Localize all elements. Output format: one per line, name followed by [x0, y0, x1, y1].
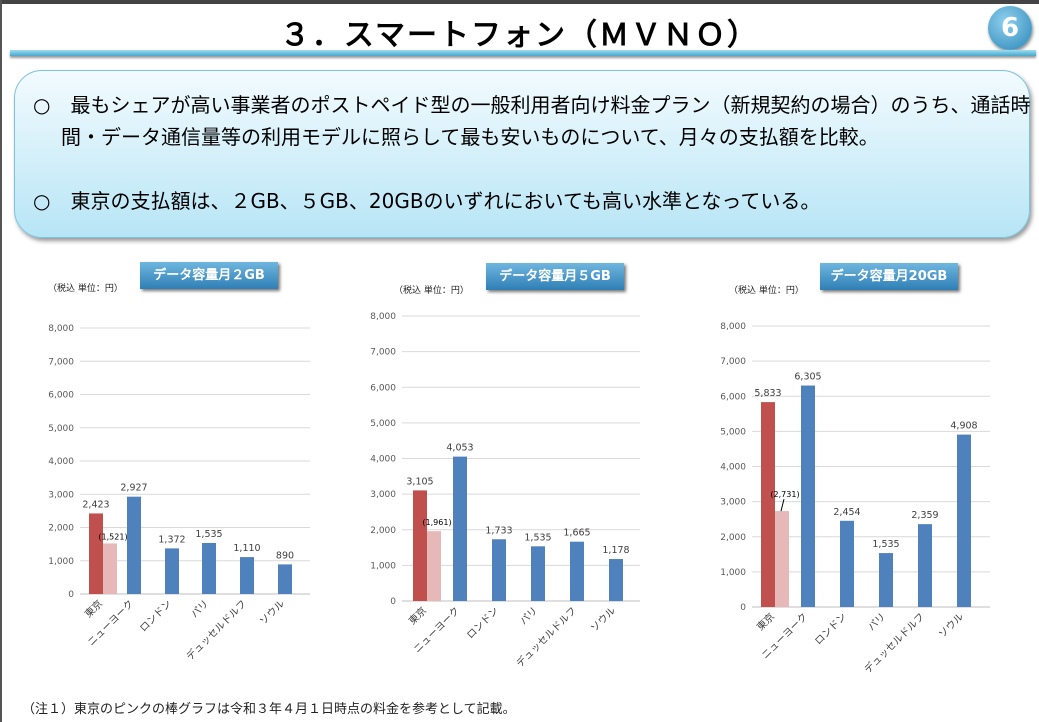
chart-1-ytick-label: 0 — [68, 590, 74, 600]
chart-1-category-label: ソウル — [257, 598, 287, 628]
chart-1-bar-4 — [240, 557, 254, 594]
chart-3-value-label: 2,454 — [833, 507, 860, 518]
chart-2-bar-2 — [492, 539, 506, 601]
chart-1-ytick-label: 8,000 — [48, 324, 74, 334]
chart-1-bar-3 — [202, 542, 216, 594]
chart-3-ytick-label: 2,000 — [720, 533, 746, 543]
chart-2-ytick-label: 4,000 — [370, 455, 396, 465]
chart-3-bar-4 — [918, 524, 932, 607]
chart-3-category-label: ロンドン — [813, 611, 849, 647]
summary-box: ○ 最もシェアが高い事業者のポストペイド型の一般利用者向け料金プラン（新規契約の… — [14, 70, 1030, 238]
chart-1-category-label: デュッセルドルフ — [183, 597, 249, 663]
chart-1-ytick-label: 4,000 — [48, 457, 74, 467]
page-title: ３．スマートフォン（ＭＶＮＯ） — [279, 18, 760, 53]
chart-1-value-label: 2,927 — [120, 483, 147, 494]
chart-2-ytick-label: 7,000 — [370, 348, 396, 358]
chart-1-tokyo-reference-bar — [103, 543, 117, 594]
chart-3-ytick-label: 3,000 — [720, 498, 746, 508]
chart-3-bar-0 — [761, 402, 775, 607]
chart-1-title: データ容量月２GB — [140, 262, 278, 289]
chart-2-title: データ容量月５GB — [486, 263, 624, 290]
chart-1-value-label: 1,110 — [233, 543, 260, 554]
chart-3-bar-1 — [801, 385, 815, 607]
chart-2-value-label: 1,733 — [485, 525, 512, 536]
chart-1-ytick-label: 3,000 — [48, 490, 74, 500]
chart-2-value-label: 4,053 — [446, 443, 473, 454]
chart-3-title: データ容量月20GB — [820, 263, 958, 290]
chart-2-tokyo-reference-label: (1,961) — [422, 518, 451, 527]
chart-3-category-label: ソウル — [936, 611, 966, 641]
chart-3-value-label: 1,535 — [872, 539, 899, 550]
chart-1-ytick-label: 6,000 — [48, 391, 74, 401]
chart-3-bar-5 — [957, 434, 971, 607]
chart-1-tokyo-reference-label: (1,521) — [98, 532, 127, 541]
chart-1-ytick-label: 7,000 — [48, 357, 74, 367]
chart-2-unit: （税込 単位：円） — [394, 286, 469, 296]
chart-1-ytick-label: 2,000 — [48, 524, 74, 534]
top-border — [0, 0, 1039, 4]
chart-2-ytick-label: 3,000 — [370, 490, 396, 500]
left-border — [0, 0, 2, 722]
summary-bullet-1: ○ 最もシェアが高い事業者のポストペイド型の一般利用者向け料金プラン（新規契約の… — [33, 93, 1031, 149]
chart-3-value-label: 6,305 — [794, 372, 821, 383]
chart-1-value-label: 1,372 — [158, 534, 185, 545]
chart-2-ytick-label: 1,000 — [370, 561, 396, 571]
chart-3-ytick-label: 8,000 — [720, 322, 746, 332]
chart-2-value-label: 3,105 — [406, 476, 433, 487]
chart-1-bar-0 — [89, 513, 103, 594]
chart-1-bar-1 — [127, 496, 141, 594]
chart-2-category-label: ソウル — [588, 605, 618, 635]
chart-3-category-label: パリ — [865, 611, 888, 634]
chart-2-ytick-label: 5,000 — [370, 419, 396, 429]
footnote: （注１）東京のピンクの棒グラフは令和３年４月１日時点の料金を参考として記載。 — [22, 702, 516, 717]
chart-3-value-label: 5,833 — [754, 388, 781, 399]
chart-1-bar-5 — [278, 564, 292, 594]
chart-2-ytick-label: 8,000 — [370, 312, 396, 322]
chart-2-ytick-label: 2,000 — [370, 526, 396, 536]
chart-2-value-label: 1,535 — [524, 532, 551, 543]
chart-1-unit: （税込 単位：円） — [48, 284, 123, 294]
chart-3-ytick-label: 0 — [740, 603, 746, 613]
chart-1-value-label: 890 — [276, 550, 294, 561]
chart-3-ytick-label: 7,000 — [720, 357, 746, 367]
chart-2-value-label: 1,178 — [602, 545, 629, 556]
chart-3-category-label: 東京 — [754, 610, 777, 633]
chart-2-category-label: ロンドン — [465, 605, 501, 641]
chart-3-bar-3 — [879, 553, 893, 607]
chart-2-bar-4 — [570, 541, 584, 601]
chart-2-bar-0 — [413, 490, 427, 601]
chart-2-category-label: パリ — [517, 605, 540, 628]
chart-3-tokyo-reference-label: (2,731) — [770, 490, 799, 499]
chart-2-bar-1 — [453, 456, 467, 601]
chart-3-value-label: 4,908 — [950, 421, 977, 432]
chart-1-value-label: 2,423 — [82, 499, 109, 510]
chart-2-value-label: 1,665 — [563, 528, 590, 539]
chart-1-ytick-label: 1,000 — [48, 557, 74, 567]
title-underline — [10, 50, 1036, 56]
chart-3-ytick-label: 6,000 — [720, 392, 746, 402]
chart-3-ytick-label: 4,000 — [720, 463, 746, 473]
chart-3-reference-leader-line — [780, 498, 785, 512]
chart-2-category-label: 東京 — [406, 604, 429, 627]
chart-2-bar-3 — [531, 546, 545, 601]
chart-3-tokyo-reference-bar — [775, 511, 789, 607]
chart-3-bar-2 — [840, 520, 854, 607]
summary-bullet-2: ○ 東京の支払額は、２GB、５GB、20GBのいずれにおいても高い水準となってい… — [33, 189, 821, 213]
chart-3-ytick-label: 1,000 — [720, 568, 746, 578]
chart-2-ytick-label: 0 — [390, 597, 396, 607]
chart-3-unit: （税込 単位：円） — [729, 286, 804, 296]
page-number-badge: 6 — [988, 6, 1032, 50]
chart-1-category-label: パリ — [188, 598, 211, 621]
chart-2-bar-5 — [609, 559, 623, 601]
chart-1-ytick-label: 5,000 — [48, 424, 74, 434]
chart-1-category-label: ロンドン — [138, 598, 174, 634]
chart-3-value-label: 2,359 — [911, 510, 938, 521]
chart-1-bar-2 — [165, 548, 179, 594]
chart-2-ytick-label: 6,000 — [370, 383, 396, 393]
chart-3-ytick-label: 5,000 — [720, 427, 746, 437]
chart-1-value-label: 1,535 — [195, 529, 222, 540]
chart-1-category-label: 東京 — [82, 597, 105, 620]
chart-2-tokyo-reference-bar — [427, 531, 441, 601]
